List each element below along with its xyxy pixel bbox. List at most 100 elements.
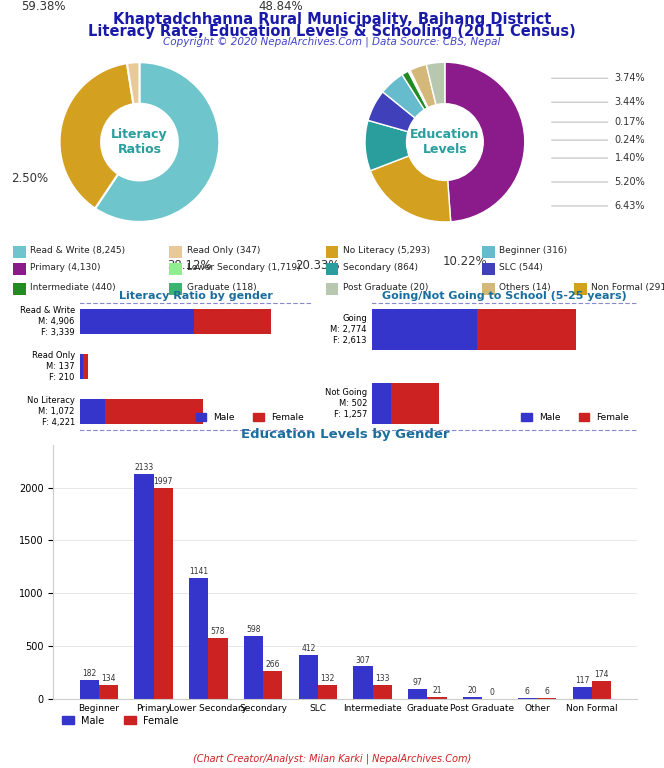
- Bar: [169, 263, 182, 275]
- Wedge shape: [371, 156, 451, 222]
- Bar: [574, 283, 587, 295]
- Bar: [372, 310, 477, 350]
- Bar: [169, 247, 182, 258]
- Text: 307: 307: [356, 656, 371, 664]
- Bar: [391, 383, 439, 424]
- Text: Read & Write (8,245): Read & Write (8,245): [31, 246, 125, 255]
- Text: 0.24%: 0.24%: [615, 135, 645, 145]
- Text: 1141: 1141: [189, 568, 208, 577]
- Bar: [169, 283, 182, 295]
- Wedge shape: [382, 74, 424, 118]
- Text: 2133: 2133: [134, 463, 153, 472]
- Text: 1997: 1997: [153, 477, 173, 486]
- Text: Intermediate (440): Intermediate (440): [31, 283, 116, 292]
- Bar: [80, 310, 194, 334]
- Text: Literacy
Ratios: Literacy Ratios: [111, 128, 168, 156]
- Wedge shape: [368, 92, 415, 131]
- Text: 38.12%: 38.12%: [167, 260, 212, 273]
- Text: Literacy Rate, Education Levels & Schooling (2011 Census): Literacy Rate, Education Levels & School…: [88, 24, 576, 39]
- Text: 132: 132: [320, 674, 335, 683]
- Text: 20.33%: 20.33%: [295, 260, 339, 273]
- Text: Others (14): Others (14): [499, 283, 550, 292]
- Bar: [189, 578, 208, 699]
- Text: 133: 133: [375, 674, 390, 683]
- Bar: [105, 399, 203, 424]
- Bar: [318, 685, 337, 699]
- Bar: [208, 638, 228, 699]
- Bar: [325, 247, 339, 258]
- Text: Post Graduate (20): Post Graduate (20): [343, 283, 428, 292]
- Text: Secondary (864): Secondary (864): [343, 263, 418, 272]
- Bar: [80, 399, 105, 424]
- Wedge shape: [95, 62, 219, 222]
- Text: SLC (544): SLC (544): [499, 263, 543, 272]
- Text: 97: 97: [413, 677, 423, 687]
- Text: 3.74%: 3.74%: [615, 73, 645, 83]
- Bar: [80, 680, 99, 699]
- Legend: Male, Female: Male, Female: [517, 409, 633, 425]
- Text: Beginner (316): Beginner (316): [499, 246, 567, 255]
- Text: 21: 21: [432, 686, 442, 695]
- Wedge shape: [365, 121, 409, 170]
- Text: 117: 117: [575, 676, 590, 684]
- Text: 412: 412: [301, 644, 315, 654]
- Wedge shape: [410, 65, 436, 108]
- Bar: [477, 310, 576, 350]
- Text: Graduate (118): Graduate (118): [187, 283, 256, 292]
- Text: Non Formal (291): Non Formal (291): [592, 283, 664, 292]
- Bar: [83, 354, 88, 379]
- Text: 174: 174: [594, 670, 608, 679]
- Text: 5.20%: 5.20%: [615, 177, 645, 187]
- Text: 10.22%: 10.22%: [442, 256, 487, 268]
- Bar: [373, 685, 392, 699]
- Text: Primary (4,130): Primary (4,130): [31, 263, 101, 272]
- Text: 48.84%: 48.84%: [259, 0, 303, 13]
- Text: 1.40%: 1.40%: [615, 153, 645, 163]
- Bar: [194, 310, 272, 334]
- Bar: [353, 667, 373, 699]
- Bar: [153, 488, 173, 699]
- Text: Copyright © 2020 NepalArchives.Com | Data Source: CBS, Nepal: Copyright © 2020 NepalArchives.Com | Dat…: [163, 37, 501, 48]
- Text: Khaptadchhanna Rural Municipality, Bajhang District: Khaptadchhanna Rural Municipality, Bajha…: [113, 12, 551, 27]
- Bar: [592, 680, 611, 699]
- Wedge shape: [409, 70, 428, 108]
- Wedge shape: [445, 62, 525, 222]
- Title: Going/Not Going to School (5-25 years): Going/Not Going to School (5-25 years): [382, 291, 627, 301]
- Bar: [428, 697, 447, 699]
- Wedge shape: [408, 71, 428, 108]
- Text: 0.17%: 0.17%: [615, 117, 645, 127]
- Text: 266: 266: [266, 660, 280, 669]
- Text: 578: 578: [210, 627, 225, 636]
- Text: 182: 182: [82, 669, 96, 677]
- Bar: [482, 247, 495, 258]
- Bar: [263, 670, 282, 699]
- Bar: [325, 283, 339, 295]
- Text: 59.38%: 59.38%: [21, 0, 66, 13]
- Bar: [325, 263, 339, 275]
- Wedge shape: [426, 62, 445, 104]
- Legend: Male, Female: Male, Female: [58, 712, 183, 730]
- Text: 20: 20: [468, 686, 477, 695]
- Bar: [244, 636, 263, 699]
- Text: 0: 0: [489, 688, 494, 697]
- Text: 598: 598: [246, 625, 261, 634]
- Text: (Chart Creator/Analyst: Milan Karki | NepalArchives.Com): (Chart Creator/Analyst: Milan Karki | Ne…: [193, 753, 471, 764]
- Bar: [482, 283, 495, 295]
- Legend: Male, Female: Male, Female: [192, 409, 307, 425]
- Bar: [482, 263, 495, 275]
- Title: Education Levels by Gender: Education Levels by Gender: [241, 429, 450, 442]
- Wedge shape: [127, 62, 139, 104]
- Text: Education
Levels: Education Levels: [410, 128, 479, 156]
- Title: Literacy Ratio by gender: Literacy Ratio by gender: [119, 291, 273, 301]
- Bar: [80, 354, 83, 379]
- Text: 3.44%: 3.44%: [615, 97, 645, 108]
- Bar: [13, 263, 26, 275]
- Bar: [99, 685, 118, 699]
- Wedge shape: [402, 71, 427, 110]
- Text: 6.43%: 6.43%: [615, 201, 645, 211]
- Text: 6: 6: [544, 687, 549, 697]
- Bar: [13, 247, 26, 258]
- Bar: [572, 687, 592, 699]
- Bar: [13, 283, 26, 295]
- Text: 2.50%: 2.50%: [11, 171, 48, 184]
